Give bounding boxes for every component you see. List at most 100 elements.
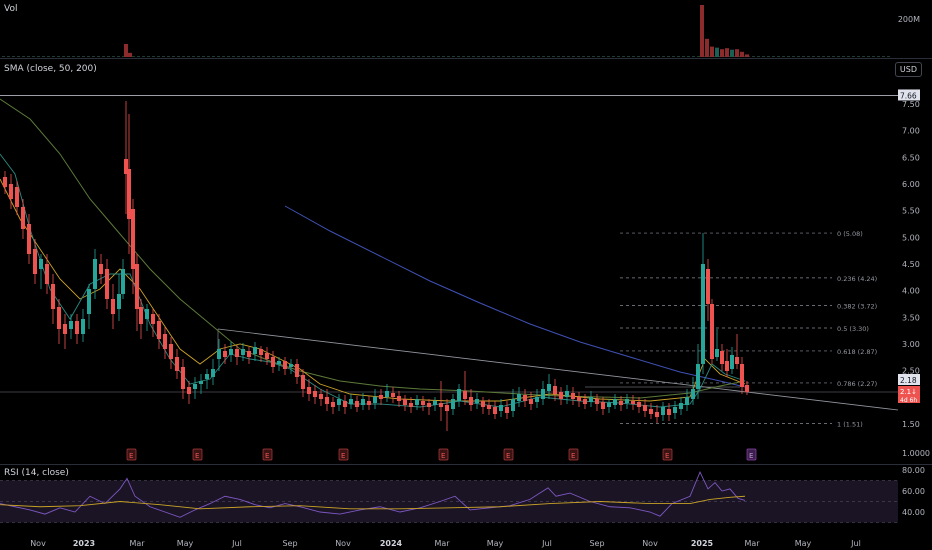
candle-body[interactable] — [241, 349, 245, 355]
candle-body[interactable] — [649, 409, 653, 414]
candle-body[interactable] — [415, 399, 419, 405]
candle-body[interactable] — [105, 269, 109, 299]
candle-body[interactable] — [81, 319, 85, 334]
candle-body[interactable] — [181, 367, 185, 389]
candle-body[interactable] — [457, 389, 461, 401]
candle-body[interactable] — [445, 405, 449, 411]
candle-body[interactable] — [349, 399, 353, 404]
candle-body[interactable] — [319, 394, 323, 399]
candle-body[interactable] — [667, 409, 671, 415]
pane-divider[interactable] — [0, 58, 932, 59]
candle-body[interactable] — [229, 349, 233, 355]
sma-200-line[interactable] — [284, 205, 746, 388]
candle-body[interactable] — [51, 284, 55, 309]
candle-body[interactable] — [211, 369, 215, 377]
candle-body[interactable] — [541, 389, 545, 399]
candle-body[interactable] — [271, 357, 275, 367]
candle-body[interactable] — [451, 399, 455, 409]
candle-body[interactable] — [253, 347, 257, 354]
candle-body[interactable] — [730, 355, 734, 369]
candle-body[interactable] — [205, 374, 209, 379]
candle-body[interactable] — [331, 402, 335, 407]
candle-body[interactable] — [715, 349, 719, 357]
candle-body[interactable] — [679, 403, 683, 409]
earnings-marker[interactable] — [262, 448, 273, 461]
candle-body[interactable] — [735, 357, 739, 364]
candle-body[interactable] — [127, 169, 131, 219]
candle-body[interactable] — [247, 351, 251, 357]
candle-body[interactable] — [69, 321, 73, 329]
candle-body[interactable] — [135, 264, 139, 309]
candle-body[interactable] — [45, 264, 49, 284]
candle-body[interactable] — [307, 387, 311, 394]
candle-body[interactable] — [295, 364, 299, 377]
candle-body[interactable] — [487, 405, 491, 409]
candle-body[interactable] — [169, 344, 173, 359]
price-chart[interactable]: 7.50 7.00 6.50 6.00 5.50 5.00 4.50 4.00 3.50 3.00… — [0, 59, 932, 464]
candle-body[interactable] — [397, 396, 401, 401]
currency-button[interactable]: USD — [894, 62, 922, 77]
sma-indicator-label[interactable]: SMA (close, 50, 200) — [4, 64, 97, 74]
candle-body[interactable] — [9, 184, 13, 199]
candle-body[interactable] — [87, 289, 91, 314]
rsi-chart[interactable]: 80.00 60.00 40.00 — [0, 465, 932, 535]
candle-body[interactable] — [157, 321, 161, 339]
trend-line[interactable] — [217, 328, 899, 411]
candle-body[interactable] — [505, 407, 509, 413]
candle-body[interactable] — [283, 361, 287, 369]
candle-body[interactable] — [499, 405, 503, 411]
candle-body[interactable] — [265, 353, 269, 359]
candle-body[interactable] — [481, 401, 485, 407]
candle-body[interactable] — [535, 397, 539, 402]
earnings-marker[interactable] — [503, 448, 514, 461]
candle-body[interactable] — [463, 391, 467, 399]
candle-body[interactable] — [469, 397, 473, 405]
candle-body[interactable] — [373, 397, 377, 403]
candle-body[interactable] — [117, 294, 121, 309]
candle-body[interactable] — [301, 375, 305, 389]
candle-body[interactable] — [547, 384, 551, 391]
candle-body[interactable] — [637, 402, 641, 407]
candle-body[interactable] — [163, 334, 167, 349]
candle-body[interactable] — [589, 397, 593, 402]
candle-body[interactable] — [673, 407, 677, 413]
candle-body[interactable] — [720, 351, 724, 364]
candle-body[interactable] — [355, 401, 359, 407]
candle-body[interactable] — [21, 207, 25, 229]
candle-body[interactable] — [745, 385, 749, 392]
earnings-marker[interactable] — [438, 448, 449, 461]
candle-body[interactable] — [217, 349, 221, 359]
candle-body[interactable] — [139, 307, 143, 324]
candle-body[interactable] — [529, 399, 533, 404]
earnings-marker[interactable] — [126, 448, 137, 461]
earnings-marker[interactable] — [662, 448, 673, 461]
candle-body[interactable] — [361, 399, 365, 405]
candle-body[interactable] — [643, 405, 647, 411]
candle-body[interactable] — [565, 391, 569, 397]
sma-fast-line[interactable] — [0, 153, 746, 408]
candle-body[interactable] — [391, 393, 395, 397]
candle-body[interactable] — [131, 209, 135, 269]
rsi-ma-line[interactable] — [0, 495, 746, 510]
candle-body[interactable] — [685, 397, 689, 405]
candle-body[interactable] — [421, 401, 425, 405]
candle-body[interactable] — [39, 259, 43, 269]
candle-body[interactable] — [595, 399, 599, 404]
sma-50-line[interactable] — [0, 98, 746, 399]
candle-body[interactable] — [571, 393, 575, 399]
candle-body[interactable] — [289, 364, 293, 367]
candle-body[interactable] — [99, 264, 103, 274]
candle-body[interactable] — [661, 407, 665, 415]
candle-body[interactable] — [559, 392, 563, 399]
candle-body[interactable] — [3, 177, 7, 187]
candle-body[interactable] — [523, 395, 527, 401]
candle-body[interactable] — [63, 324, 67, 334]
earnings-marker[interactable] — [338, 448, 349, 461]
time-axis[interactable]: Nov 2023 Mar May Jul Sep Nov 2024 Mar May Jul Sep No… — [0, 535, 932, 550]
candle-body[interactable] — [193, 384, 197, 389]
price-pane[interactable]: SMA (close, 50, 200) USD 7.50 7.00 6.50 6.0… — [0, 59, 932, 464]
candle-body[interactable] — [625, 399, 629, 403]
candle-body[interactable] — [607, 403, 611, 407]
candle-body[interactable] — [367, 401, 371, 405]
candle-body[interactable] — [517, 394, 521, 401]
